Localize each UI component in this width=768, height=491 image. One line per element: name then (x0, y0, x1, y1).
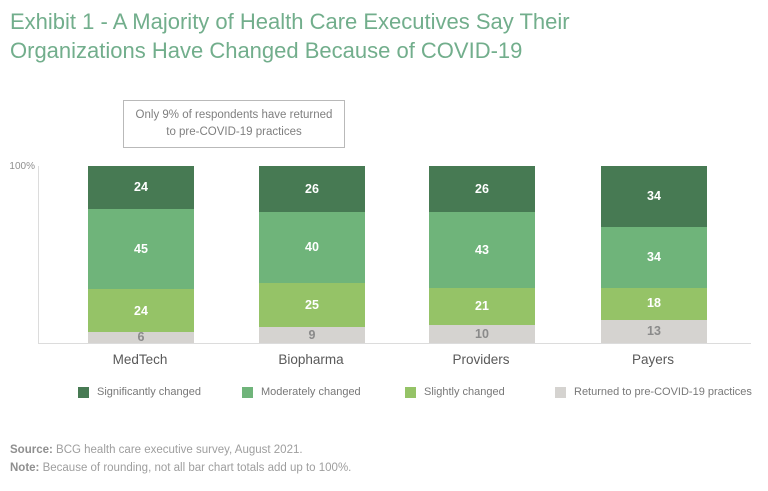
callout-box: Only 9% of respondents have returned to … (123, 100, 345, 148)
bar-value-label: 34 (647, 249, 661, 264)
bar-value-label: 6 (137, 330, 145, 345)
bar-value-label: 40 (305, 240, 319, 255)
bar-value-label: 26 (305, 181, 319, 196)
bar-value-label: 18 (647, 296, 661, 311)
legend-item: Moderately changed (242, 386, 361, 398)
stacked-bar-payers: 34 34 18 13 (601, 166, 707, 343)
stacked-bar-medtech: 24 45 24 6 (88, 166, 194, 343)
bar-value-label: 10 (475, 326, 489, 341)
source-line: Source: BCG health care executive survey… (10, 444, 303, 457)
category-label-biopharma: Biopharma (278, 352, 344, 367)
legend-swatch-icon (242, 386, 253, 398)
page-title: Exhibit 1 - A Majority of Health Care Ex… (10, 8, 730, 65)
bar-segment: 21 (429, 288, 535, 326)
legend-item: Returned to pre-COVID-19 practices (555, 386, 752, 398)
legend-label: Slightly changed (424, 386, 505, 398)
bar-segment: 34 (601, 226, 707, 288)
category-label-providers: Providers (452, 352, 510, 367)
source-text: BCG health care executive survey, August… (52, 444, 303, 456)
bar-segment: 10 (429, 325, 535, 343)
bar-segment: 24 (88, 166, 194, 209)
bar-value-label: 24 (134, 180, 148, 195)
bar-value-label: 9 (308, 327, 316, 342)
bar-value-label: 24 (134, 303, 148, 318)
bar-segment: 26 (429, 166, 535, 213)
bar-segment: 34 (601, 166, 707, 227)
category-label-medtech: MedTech (112, 352, 168, 367)
bar-value-label: 43 (475, 242, 489, 257)
bar-segment: 25 (259, 282, 365, 328)
bar-value-label: 25 (305, 297, 319, 312)
stacked-bar-biopharma: 26 40 25 9 (259, 166, 365, 343)
legend-label: Returned to pre-COVID-19 practices (574, 386, 752, 398)
bar-value-label: 45 (134, 241, 148, 256)
note-label: Note: (10, 462, 40, 474)
callout-text: Only 9% of respondents have returned to … (135, 109, 333, 138)
plot-area: 24 45 24 6 26 40 25 9 26 43 21 10 34 34 18 13 (38, 166, 751, 344)
page-title-line2: Organizations Have Changed Because of CO… (10, 37, 523, 63)
legend-item: Significantly changed (78, 386, 201, 398)
legend-swatch-icon (78, 386, 89, 398)
bar-segment: 6 (88, 330, 194, 345)
legend-label: Significantly changed (97, 386, 201, 398)
bar-value-label: 21 (475, 299, 489, 314)
page-title-line1: Exhibit 1 - A Majority of Health Care Ex… (10, 9, 570, 34)
bar-segment: 18 (601, 287, 707, 320)
bar-value-label: 26 (475, 181, 489, 196)
legend-swatch-icon (555, 386, 566, 398)
note-line: Note: Because of rounding, not all bar c… (10, 462, 352, 475)
bar-segment: 45 (88, 208, 194, 290)
bar-segment: 24 (88, 289, 194, 333)
legend-label: Moderately changed (261, 386, 361, 398)
y-axis-max-label: 100% (9, 161, 35, 172)
source-label: Source: (10, 444, 53, 456)
bar-segment: 43 (429, 212, 535, 289)
category-label-payers: Payers (631, 352, 675, 367)
bar-segment: 9 (259, 327, 365, 343)
legend-item: Slightly changed (405, 386, 505, 398)
chart-legend: Significantly changed Moderately changed S… (0, 386, 768, 402)
note-text: Because of rounding, not all bar chart t… (39, 462, 352, 474)
legend-swatch-icon (405, 386, 416, 398)
stacked-bar-providers: 26 43 21 10 (429, 166, 535, 343)
bar-value-label: 13 (647, 324, 661, 339)
bar-value-label: 34 (647, 189, 661, 204)
bar-segment: 13 (601, 319, 707, 343)
bar-segment: 40 (259, 212, 365, 283)
bar-segment: 26 (259, 166, 365, 213)
